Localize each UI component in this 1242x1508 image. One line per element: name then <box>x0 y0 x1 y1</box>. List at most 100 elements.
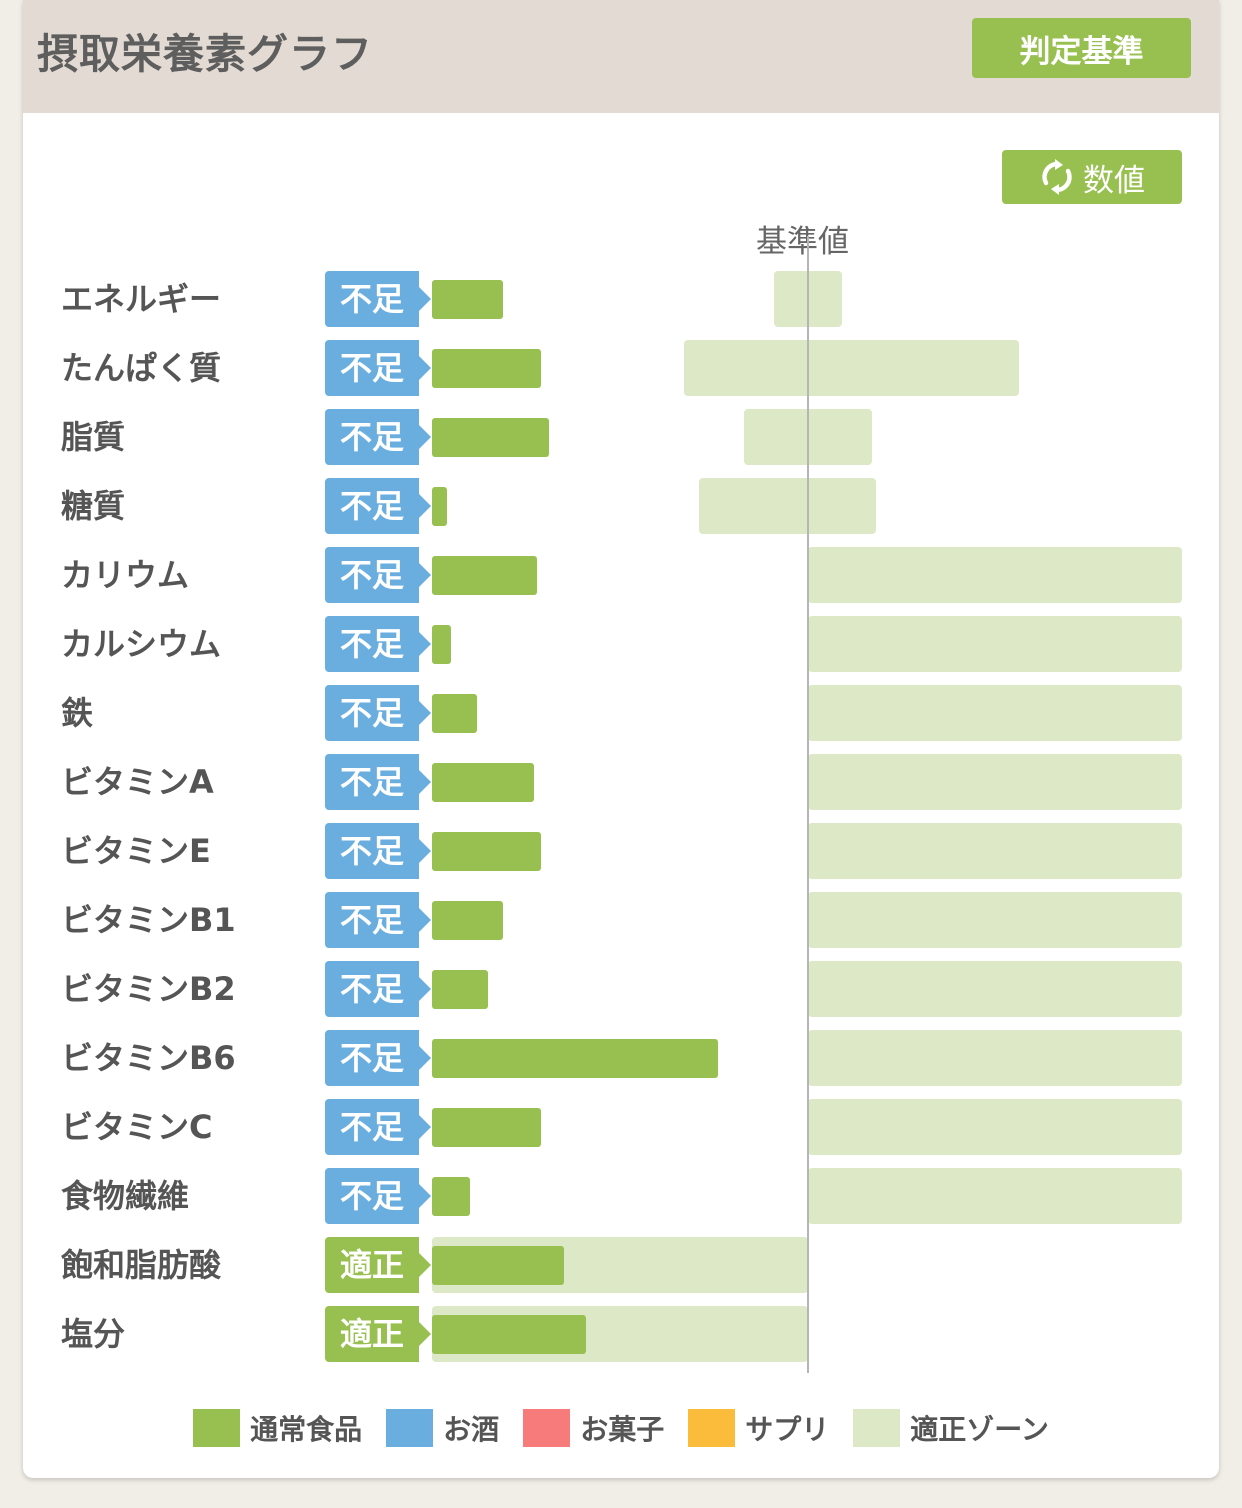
nutrient-label: 食物繊維 <box>61 1177 190 1215</box>
nutrient-label: 脂質 <box>61 418 126 456</box>
nutrient-row: 糖質 不足 <box>23 478 1219 534</box>
status-badge: 不足 <box>325 754 431 810</box>
appropriate-zone-bar <box>808 685 1182 741</box>
intake-bar <box>432 832 542 871</box>
nutrient-row: ビタミンB1 不足 <box>23 892 1219 948</box>
intake-bar <box>432 970 489 1009</box>
intake-bar <box>432 1108 542 1147</box>
nutrient-row: ビタミンB6 不足 <box>23 1030 1219 1086</box>
values-button-label: 数値 <box>1083 162 1145 199</box>
appropriate-zone-bar <box>808 547 1182 603</box>
nutrient-label: カルシウム <box>61 625 222 663</box>
intake-bar <box>432 556 538 595</box>
nutrient-label: 鉄 <box>61 694 94 732</box>
nutrient-label: たんぱく質 <box>61 349 222 387</box>
intake-bar <box>432 280 504 319</box>
criteria-button[interactable]: 判定基準 <box>972 18 1191 78</box>
status-badge: 不足 <box>325 1030 431 1086</box>
nutrient-bar-chart: エネルギー 不足 たんぱく質 不足 脂質 不足 糖質 不足 カリウム 不足 カルシウム 不足鉄不足 ビタ… <box>23 0 1219 1400</box>
nutrient-label: ビタミンE <box>61 832 211 870</box>
status-badge: 不足 <box>325 823 431 879</box>
intake-bar <box>432 1246 564 1285</box>
intake-bar <box>432 763 534 802</box>
intake-bar <box>432 1039 718 1078</box>
status-badge: 不足 <box>325 1099 431 1155</box>
intake-bar <box>432 901 504 940</box>
reference-value-label: 基準値 <box>756 224 849 260</box>
status-badge: 不足 <box>325 616 431 672</box>
legend-label: お酒 <box>443 1413 500 1446</box>
legend-label: 適正ゾーン <box>910 1413 1049 1446</box>
appropriate-zone-bar <box>808 754 1182 810</box>
status-badge: 不足 <box>325 271 431 327</box>
legend-item: 通常食品 <box>193 1408 362 1448</box>
intake-bar <box>432 625 451 664</box>
nutrient-row: ビタミンA 不足 <box>23 754 1219 810</box>
nutrient-row: ビタミンB2 不足 <box>23 961 1219 1017</box>
chart-legend: 通常食品 お酒 お菓子 サプリ 適正ゾーン <box>23 1408 1219 1448</box>
nutrient-label: ビタミンA <box>61 763 214 801</box>
status-badge: 適正 <box>325 1237 431 1293</box>
nutrient-row: エネルギー 不足 <box>23 271 1219 327</box>
nutrient-label: エネルギー <box>61 280 222 318</box>
status-badge: 不足 <box>325 340 431 396</box>
appropriate-zone-bar <box>808 1168 1182 1224</box>
legend-swatch <box>688 1409 736 1447</box>
status-badge: 適正 <box>325 1306 431 1362</box>
nutrient-label: カリウム <box>61 556 190 594</box>
legend-item: お酒 <box>386 1408 499 1448</box>
legend-swatch <box>853 1409 901 1447</box>
appropriate-zone-bar <box>808 892 1182 948</box>
intake-bar <box>432 1315 587 1354</box>
nutrient-row: 飽和脂肪酸 適正 <box>23 1237 1219 1293</box>
intake-bar <box>432 487 448 526</box>
intake-bar <box>432 349 542 388</box>
nutrient-label: 塩分 <box>61 1315 126 1353</box>
legend-item: お菓子 <box>523 1408 664 1448</box>
nutrient-label: ビタミンC <box>61 1108 213 1146</box>
nutrient-row: カルシウム 不足 <box>23 616 1219 672</box>
refresh-icon <box>1039 159 1075 195</box>
card-header: 摂取栄養素グラフ 判定基準 <box>23 0 1219 113</box>
appropriate-zone-bar <box>808 1030 1182 1086</box>
appropriate-zone-bar <box>808 616 1182 672</box>
status-badge: 不足 <box>325 547 431 603</box>
nutrient-row: 塩分 適正 <box>23 1306 1219 1362</box>
nutrient-label: ビタミンB6 <box>61 1039 236 1077</box>
nutrient-row: カリウム 不足 <box>23 547 1219 603</box>
legend-label: サプリ <box>745 1413 830 1446</box>
status-badge: 不足 <box>325 892 431 948</box>
status-badge: 不足 <box>325 478 431 534</box>
status-badge: 不足 <box>325 961 431 1017</box>
intake-bar <box>432 418 549 457</box>
nutrient-row: ビタミンE 不足 <box>23 823 1219 879</box>
reference-line <box>807 236 809 1373</box>
legend-label: お菓子 <box>580 1413 665 1446</box>
status-badge: 不足 <box>325 409 431 465</box>
nutrient-row: たんぱく質 不足 <box>23 340 1219 396</box>
nutrient-label: ビタミンB2 <box>61 970 236 1008</box>
appropriate-zone-bar <box>683 340 1019 396</box>
legend-item: 適正ゾーン <box>853 1408 1049 1448</box>
legend-swatch <box>193 1409 241 1447</box>
nutrient-label: 糖質 <box>61 487 126 525</box>
intake-bar <box>432 1177 470 1216</box>
legend-item: サプリ <box>688 1408 829 1448</box>
status-badge: 不足 <box>325 1168 431 1224</box>
status-badge: 不足 <box>325 685 431 741</box>
appropriate-zone-bar <box>698 478 876 534</box>
intake-bar <box>432 694 478 733</box>
legend-swatch <box>523 1409 571 1447</box>
appropriate-zone-bar <box>808 823 1182 879</box>
toggle-values-button[interactable]: 数値 <box>1002 150 1182 204</box>
appropriate-zone-bar <box>808 961 1182 1017</box>
nutrient-row: 鉄 不足 <box>23 685 1219 741</box>
page-title: 摂取栄養素グラフ <box>37 30 373 78</box>
nutrient-label: 飽和脂肪酸 <box>61 1246 222 1284</box>
nutrient-row: ビタミンC 不足 <box>23 1099 1219 1155</box>
nutrient-row: 脂質 不足 <box>23 409 1219 465</box>
appropriate-zone-bar <box>808 1099 1182 1155</box>
nutrient-row: 食物繊維 不足 <box>23 1168 1219 1224</box>
nutrient-graph-card: 摂取栄養素グラフ 判定基準 数値 基準値 エネルギー 不足 たんぱく質 不足 脂質 不足糖… <box>23 0 1219 1478</box>
legend-swatch <box>386 1409 434 1447</box>
